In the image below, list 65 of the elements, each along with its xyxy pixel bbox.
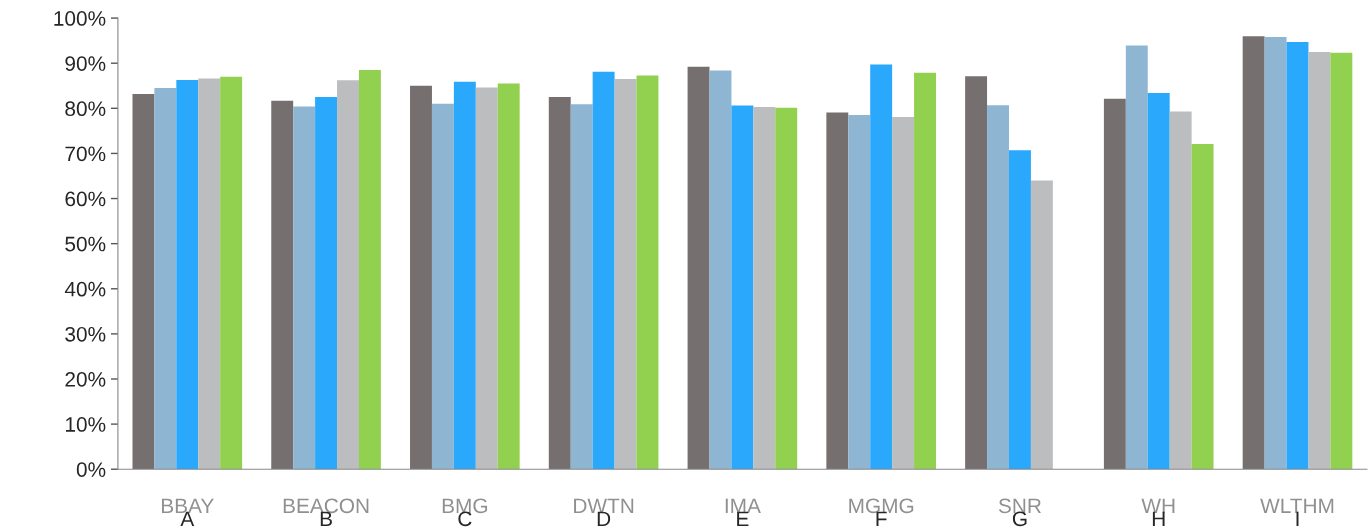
y-tick-label: 80% xyxy=(65,101,106,117)
bar xyxy=(709,70,732,470)
bar xyxy=(987,105,1009,470)
x-tick-label: A xyxy=(180,511,195,526)
bar xyxy=(1030,180,1053,470)
y-tick-label: 100% xyxy=(54,11,106,26)
bar xyxy=(293,106,316,470)
y-tick-label: 50% xyxy=(65,236,106,252)
bar xyxy=(848,115,871,470)
bar xyxy=(1147,92,1170,470)
y-tick-label: 20% xyxy=(65,372,106,387)
bar xyxy=(198,78,221,470)
bar xyxy=(1264,37,1287,470)
bar xyxy=(337,80,359,470)
bar xyxy=(592,71,615,470)
bar xyxy=(271,100,294,470)
bar xyxy=(731,105,754,470)
y-tick-label: 10% xyxy=(65,417,106,432)
y-tick-label: 70% xyxy=(65,146,106,162)
bar xyxy=(1125,45,1148,470)
bar xyxy=(497,83,520,470)
y-tick-label: 0% xyxy=(76,462,106,477)
text: BBAY xyxy=(161,498,214,513)
bar xyxy=(753,106,776,470)
bar xyxy=(220,76,243,470)
bar xyxy=(826,112,849,470)
bar xyxy=(914,72,936,470)
x-tick-label: I xyxy=(1296,511,1299,526)
bar xyxy=(410,85,432,470)
bar xyxy=(176,79,199,470)
bar xyxy=(614,78,637,470)
text: DWTN xyxy=(574,498,634,513)
x-tick-label: D xyxy=(597,511,611,526)
x-tick-label: H xyxy=(1152,511,1165,526)
bar xyxy=(315,97,338,470)
bar xyxy=(1308,51,1331,470)
bar xyxy=(132,93,155,470)
bar xyxy=(775,107,798,470)
bar xyxy=(870,64,893,470)
bar xyxy=(453,81,476,470)
bar xyxy=(154,88,177,470)
text: IMA xyxy=(725,498,761,513)
y-tick-label: 30% xyxy=(65,326,106,342)
x-tick-label: E xyxy=(737,511,749,526)
bar xyxy=(687,66,710,470)
bar xyxy=(1191,143,1214,470)
bar xyxy=(548,97,571,470)
bar xyxy=(965,76,988,470)
text: WLTHM xyxy=(1260,498,1334,513)
y-tick-label: 90% xyxy=(65,56,106,71)
bar xyxy=(570,104,593,470)
bar xyxy=(1286,42,1309,470)
bar xyxy=(892,116,915,470)
y-tick-label: 40% xyxy=(64,281,106,297)
bar xyxy=(475,87,498,470)
bar xyxy=(1008,150,1031,470)
bar xyxy=(1330,52,1353,470)
bar xyxy=(636,75,659,470)
bar xyxy=(358,69,381,470)
bar xyxy=(1242,36,1265,470)
bar xyxy=(1103,98,1126,470)
bar xyxy=(431,103,454,470)
text: WH xyxy=(1141,498,1175,513)
y-tick-label: 60% xyxy=(65,191,106,207)
bar xyxy=(1169,111,1192,470)
